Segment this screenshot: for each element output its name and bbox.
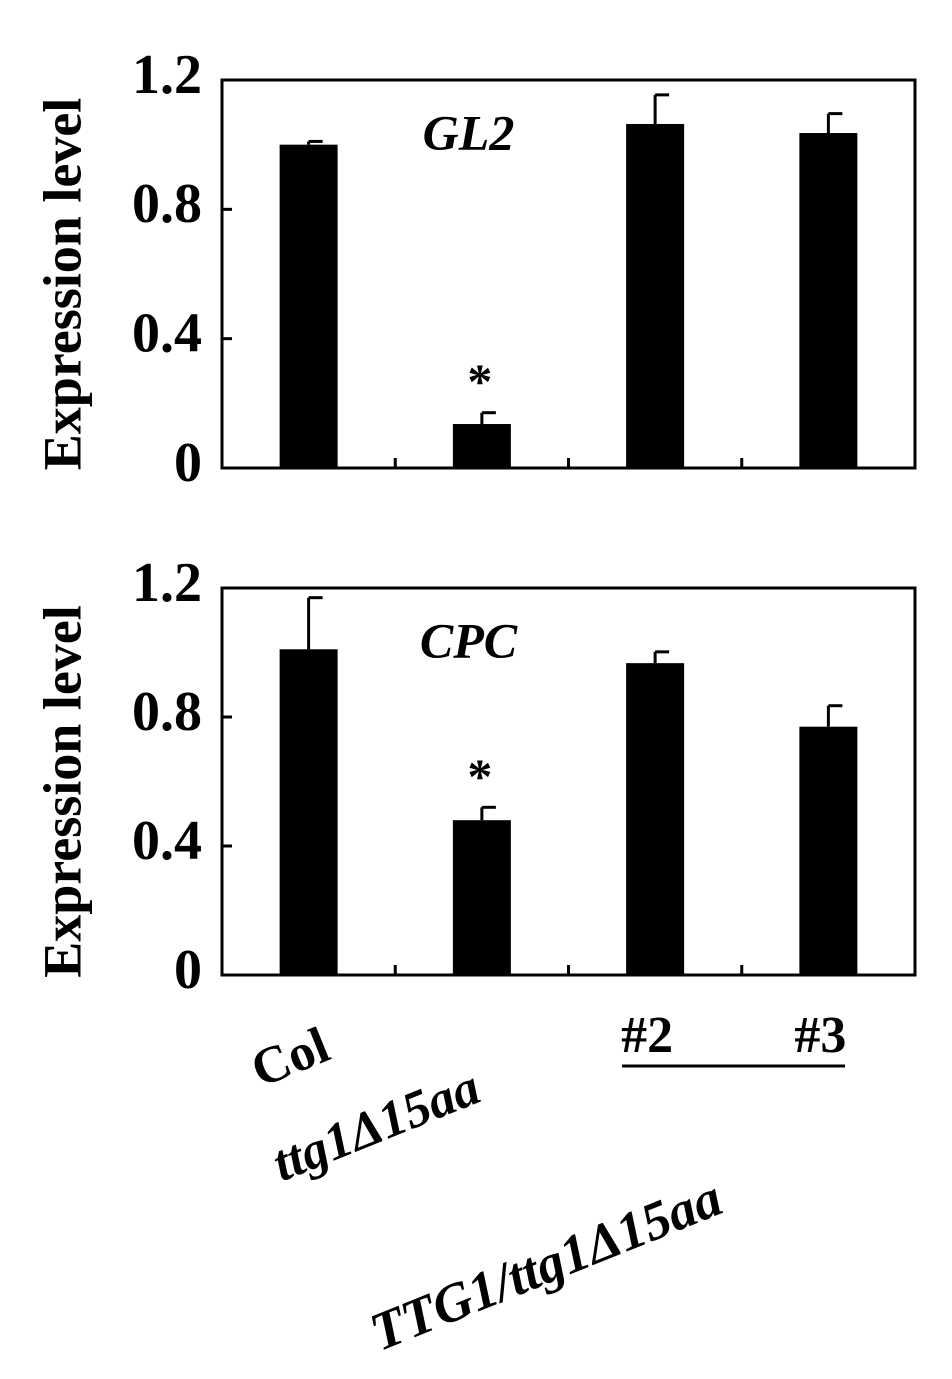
y-tick-label: 1.2 <box>132 552 202 614</box>
y-tick-label: 0.4 <box>132 303 202 365</box>
bar <box>279 144 338 468</box>
y-tick-label: 0.8 <box>132 681 202 743</box>
x-tick-label: Col <box>243 1017 337 1099</box>
y-axis-title: Expression level <box>32 605 92 978</box>
bar <box>799 726 858 975</box>
bar <box>279 649 338 975</box>
y-tick-label: 0.4 <box>132 810 202 872</box>
y-tick-label: 0 <box>174 432 202 494</box>
group-label: TTG1/ttg1Δ15aa <box>362 1167 730 1362</box>
x-tick-label: #2 <box>621 1007 673 1064</box>
y-tick-label: 1.2 <box>132 44 202 106</box>
bar <box>452 820 511 975</box>
bar <box>626 663 685 975</box>
bar <box>799 133 858 468</box>
y-axis-title: Expression level <box>32 98 92 471</box>
panel-title: GL2 <box>423 104 515 160</box>
y-tick-label: 0.8 <box>132 173 202 235</box>
bar <box>626 123 685 469</box>
significance-marker: * <box>467 748 492 804</box>
y-tick-label: 0 <box>174 939 202 1001</box>
x-tick-label: #3 <box>794 1007 846 1064</box>
significance-marker: * <box>467 353 492 409</box>
panel-title: CPC <box>420 612 518 668</box>
bar <box>452 424 511 468</box>
